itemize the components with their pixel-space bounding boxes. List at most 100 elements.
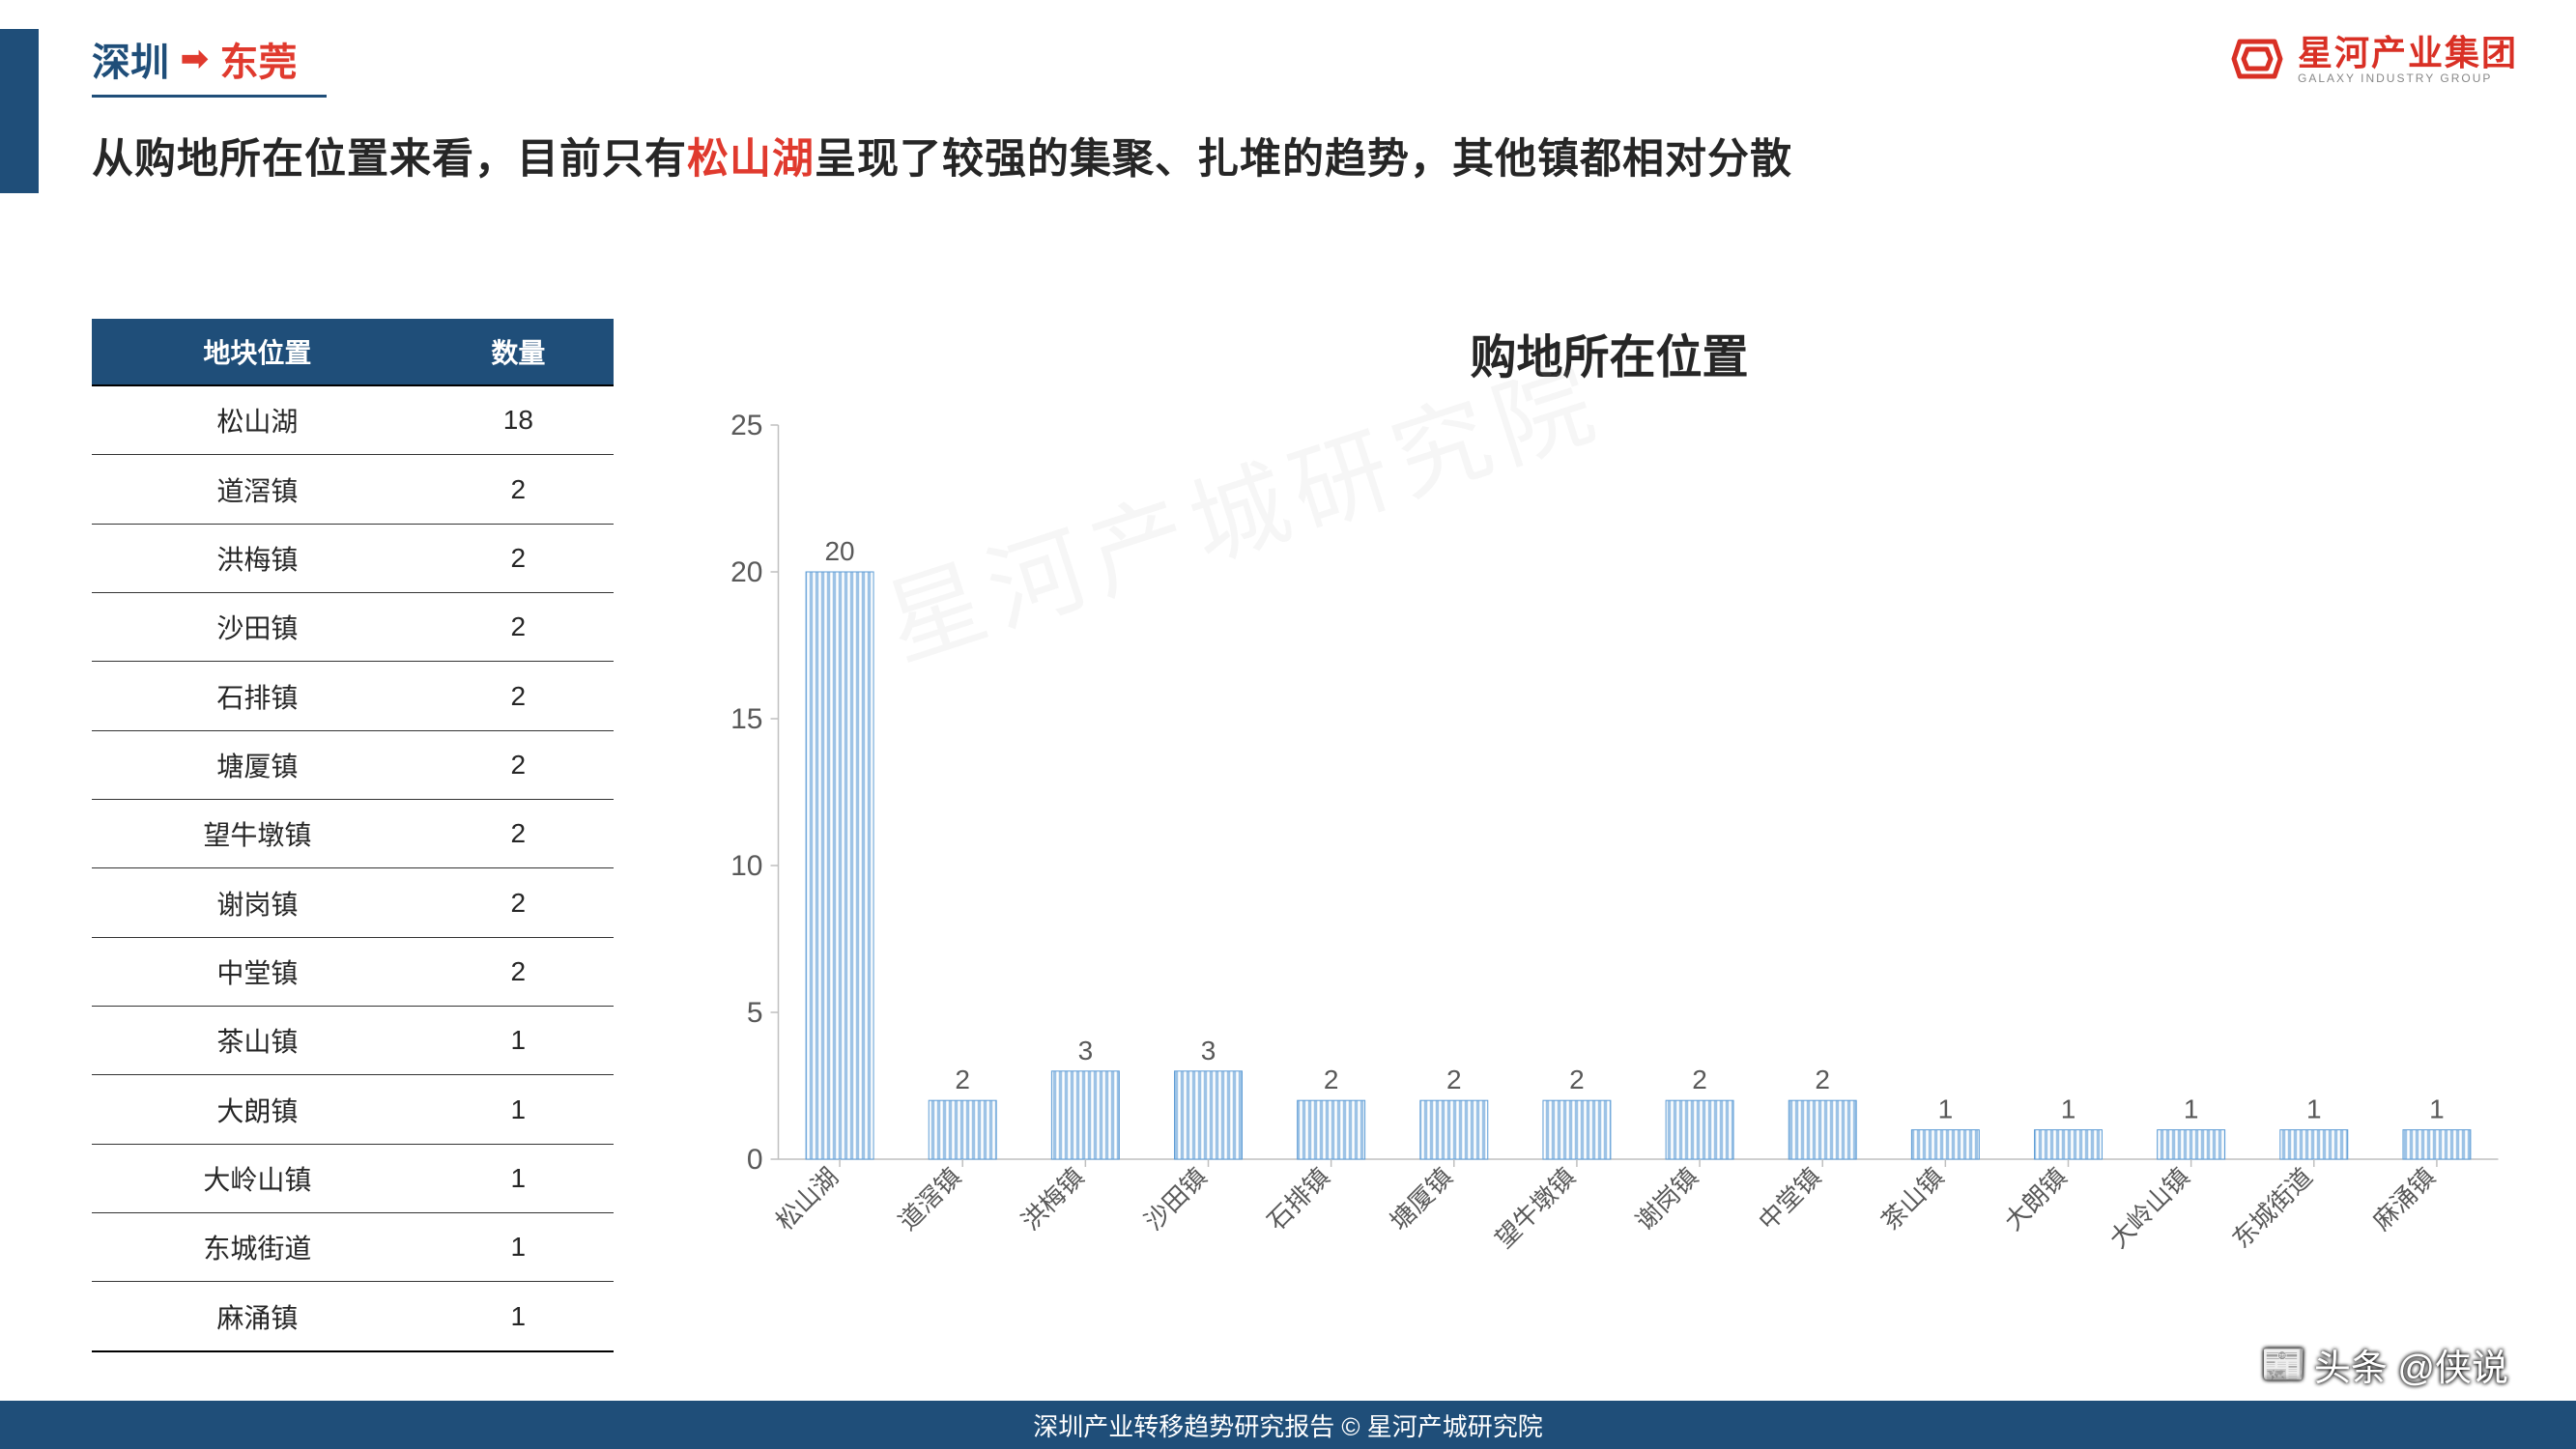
bar xyxy=(1789,1100,1856,1159)
bar-chart: 051015202520松山湖2道滘镇3洪梅镇3沙田镇2石排镇2塘厦镇2望牛墩镇… xyxy=(701,406,2518,1314)
svg-text:2: 2 xyxy=(1324,1065,1339,1094)
logo-name-cn: 星河产业集团 xyxy=(2298,34,2518,72)
table-row: 东城街道1 xyxy=(92,1213,614,1282)
svg-text:望牛墩镇: 望牛墩镇 xyxy=(1489,1162,1581,1254)
table-cell: 2 xyxy=(423,662,614,730)
svg-text:15: 15 xyxy=(730,703,762,735)
table-row: 道滘镇2 xyxy=(92,455,614,524)
table-cell: 2 xyxy=(423,868,614,937)
svg-text:2: 2 xyxy=(955,1065,970,1094)
table-row: 沙田镇2 xyxy=(92,593,614,662)
svg-text:2: 2 xyxy=(1569,1065,1585,1094)
svg-text:2: 2 xyxy=(1815,1065,1830,1094)
table-cell: 谢岗镇 xyxy=(92,868,423,937)
svg-text:1: 1 xyxy=(2429,1094,2445,1124)
bar xyxy=(2280,1130,2348,1159)
bar xyxy=(1298,1100,1365,1159)
table-cell: 1 xyxy=(423,1282,614,1351)
svg-text:5: 5 xyxy=(747,997,763,1029)
svg-text:20: 20 xyxy=(824,536,854,566)
svg-text:谢岗镇: 谢岗镇 xyxy=(1630,1162,1703,1236)
breadcrumb-from: 深圳 xyxy=(92,31,169,87)
svg-text:东城街道: 东城街道 xyxy=(2226,1162,2318,1254)
bar xyxy=(929,1100,996,1159)
arrow-right-icon: ➡ xyxy=(181,40,209,78)
table-cell: 2 xyxy=(423,937,614,1006)
table-row: 麻涌镇1 xyxy=(92,1282,614,1351)
logo: 星河产业集团 GALAXY INDUSTRY GROUP xyxy=(2228,34,2518,85)
svg-text:20: 20 xyxy=(730,556,762,588)
table-cell: 1 xyxy=(423,1007,614,1075)
svg-text:麻涌镇: 麻涌镇 xyxy=(2367,1162,2441,1236)
bar xyxy=(1175,1071,1243,1159)
bar xyxy=(1543,1100,1611,1159)
title-highlight: 松山湖 xyxy=(687,136,815,183)
bar xyxy=(806,572,873,1159)
table-row: 洪梅镇2 xyxy=(92,524,614,592)
svg-text:2: 2 xyxy=(1692,1065,1707,1094)
svg-text:道滘镇: 道滘镇 xyxy=(893,1162,966,1236)
breadcrumb-to: 东莞 xyxy=(220,31,298,87)
svg-text:茶山镇: 茶山镇 xyxy=(1875,1162,1949,1236)
accent-bar xyxy=(0,29,39,193)
footer-text: 深圳产业转移趋势研究报告 © 星河产城研究院 xyxy=(1033,1407,1543,1443)
svg-text:1: 1 xyxy=(2061,1094,2076,1124)
svg-text:石排镇: 石排镇 xyxy=(1262,1162,1335,1236)
table-cell: 1 xyxy=(423,1075,614,1144)
page-title: 从购地所在位置来看，目前只有松山湖呈现了较强的集聚、扎堆的趋势，其他镇都相对分散 xyxy=(92,126,1792,185)
source-icon: 📰 xyxy=(2261,1344,2306,1386)
svg-text:10: 10 xyxy=(730,850,762,882)
table-cell: 大朗镇 xyxy=(92,1075,423,1144)
bar xyxy=(2403,1130,2471,1159)
table-cell: 2 xyxy=(423,730,614,799)
table-cell: 大岭山镇 xyxy=(92,1144,423,1212)
table-row: 松山湖18 xyxy=(92,385,614,455)
table-row: 塘厦镇2 xyxy=(92,730,614,799)
table-cell: 沙田镇 xyxy=(92,593,423,662)
svg-text:0: 0 xyxy=(747,1144,763,1176)
svg-text:1: 1 xyxy=(2184,1094,2199,1124)
table-row: 石排镇2 xyxy=(92,662,614,730)
table-cell: 1 xyxy=(423,1213,614,1282)
table-row: 大岭山镇1 xyxy=(92,1144,614,1212)
table-row: 中堂镇2 xyxy=(92,937,614,1006)
breadcrumb: 深圳 ➡ 东莞 xyxy=(92,31,327,98)
bar xyxy=(2035,1130,2103,1159)
title-post: 呈现了较强的集聚、扎堆的趋势，其他镇都相对分散 xyxy=(815,136,1792,183)
table-row: 茶山镇1 xyxy=(92,1007,614,1075)
table-cell: 1 xyxy=(423,1144,614,1212)
table-cell: 茶山镇 xyxy=(92,1007,423,1075)
table-header-1: 数量 xyxy=(423,319,614,385)
svg-text:松山湖: 松山湖 xyxy=(770,1162,844,1236)
table-cell: 18 xyxy=(423,385,614,455)
table-cell: 塘厦镇 xyxy=(92,730,423,799)
logo-name-en: GALAXY INDUSTRY GROUP xyxy=(2298,72,2518,85)
svg-text:中堂镇: 中堂镇 xyxy=(1753,1162,1826,1236)
table-cell: 洪梅镇 xyxy=(92,524,423,592)
content-area: 地块位置数量 松山湖18道滘镇2洪梅镇2沙田镇2石排镇2塘厦镇2望牛墩镇2谢岗镇… xyxy=(92,319,2518,1352)
chart-title: 购地所在位置 xyxy=(701,319,2518,386)
table-cell: 麻涌镇 xyxy=(92,1282,423,1351)
svg-text:3: 3 xyxy=(1201,1036,1216,1065)
title-pre: 从购地所在位置来看，目前只有 xyxy=(92,136,687,183)
bar xyxy=(1666,1100,1733,1159)
svg-text:25: 25 xyxy=(730,410,762,441)
svg-text:1: 1 xyxy=(1938,1094,1954,1124)
svg-text:大岭山镇: 大岭山镇 xyxy=(2104,1162,2195,1254)
attribution-text: 头条 @侠说 xyxy=(2314,1338,2508,1391)
table-cell: 石排镇 xyxy=(92,662,423,730)
bar xyxy=(2158,1130,2225,1159)
table-cell: 松山湖 xyxy=(92,385,423,455)
table-row: 大朗镇1 xyxy=(92,1075,614,1144)
table-cell: 东城街道 xyxy=(92,1213,423,1282)
bar xyxy=(1911,1130,1979,1159)
table-cell: 道滘镇 xyxy=(92,455,423,524)
table-row: 谢岗镇2 xyxy=(92,868,614,937)
attribution: 📰 头条 @侠说 xyxy=(2261,1338,2508,1391)
svg-text:3: 3 xyxy=(1078,1036,1094,1065)
table-row: 望牛墩镇2 xyxy=(92,800,614,868)
location-table: 地块位置数量 松山湖18道滘镇2洪梅镇2沙田镇2石排镇2塘厦镇2望牛墩镇2谢岗镇… xyxy=(92,319,614,1352)
svg-text:沙田镇: 沙田镇 xyxy=(1138,1162,1212,1236)
svg-text:1: 1 xyxy=(2306,1094,2322,1124)
svg-text:塘厦镇: 塘厦镇 xyxy=(1385,1162,1458,1236)
